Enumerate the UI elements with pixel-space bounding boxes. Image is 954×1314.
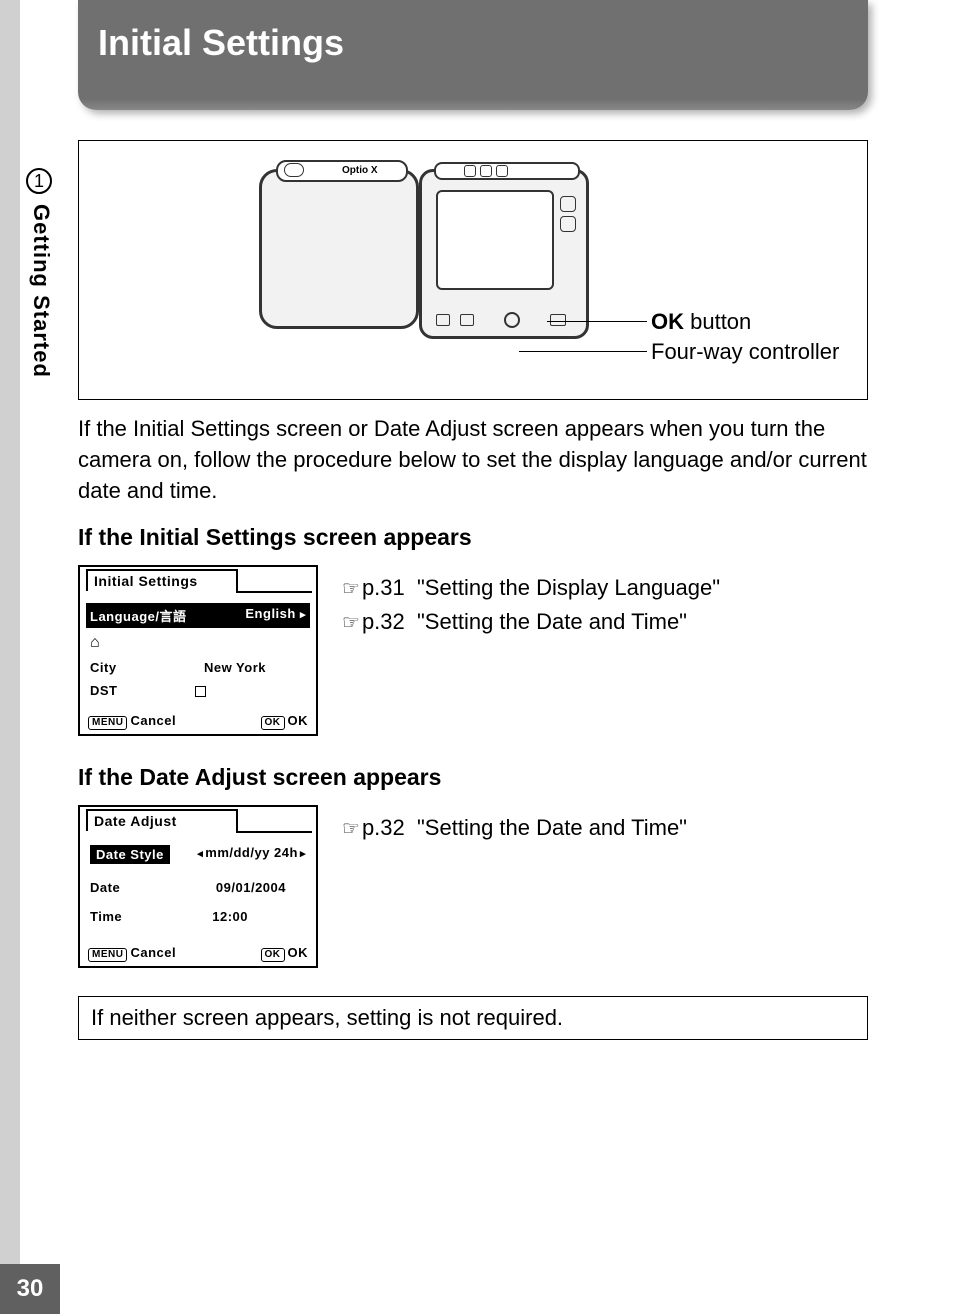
ok-button-icon: OK (261, 948, 285, 962)
initial-settings-refs: p.31 "Setting the Display Language" p.32… (342, 565, 720, 639)
callout-line (519, 351, 647, 352)
callout-line (547, 321, 647, 322)
callout-ok-bold: OK (651, 309, 684, 334)
camera-model-label: Optio X (342, 165, 378, 176)
date-adjust-refs: p.32 "Setting the Date and Time" (342, 805, 687, 845)
callout-ok-button: OK button (651, 309, 751, 335)
lcd-date-label: Date (90, 880, 120, 895)
lcd-time-value: 12:00 (212, 909, 248, 924)
lcd-row-city: City New York (90, 656, 306, 679)
ref-title: "Setting the Date and Time" (417, 609, 687, 634)
lcd-date-style-label: Date Style (90, 845, 170, 864)
lcd-row-time: Time 12:00 (90, 905, 306, 928)
chapter-label: Getting Started (28, 204, 54, 378)
camera-screen-body (419, 169, 589, 339)
ref-title: "Setting the Date and Time" (417, 815, 687, 840)
lcd-date-value: 09/01/2004 (216, 880, 286, 895)
date-adjust-row: Date Adjust Date Style mm/dd/yy 24h Date… (78, 805, 868, 968)
lcd-row-home (90, 630, 306, 656)
ref-page: p.31 (362, 575, 405, 600)
ref-page: p.32 (362, 815, 405, 840)
lcd-footer: MENUCancel OKOK (80, 940, 316, 966)
arrow-right-icon (300, 606, 306, 621)
lcd-row-language: Language/言語 English (86, 603, 310, 628)
pointer-icon (342, 609, 362, 634)
lcd-title: Date Adjust (88, 811, 183, 831)
lcd-cancel-text: Cancel (130, 945, 176, 960)
pointer-icon (342, 575, 362, 600)
camera-illustration: Optio X (259, 169, 589, 349)
checkbox-empty-icon (195, 686, 206, 697)
pointer-icon (342, 815, 362, 840)
lcd-time-label: Time (90, 909, 122, 924)
intro-paragraph: If the Initial Settings screen or Date A… (78, 414, 868, 506)
section-heading-initial: If the Initial Settings screen appears (78, 524, 868, 551)
left-rail (0, 0, 20, 1314)
lcd-footer: MENUCancel OKOK (80, 708, 316, 734)
initial-settings-row: Initial Settings Language/言語 English Cit… (78, 565, 868, 736)
arrow-right-icon (298, 845, 306, 860)
ref-title: "Setting the Display Language" (417, 575, 720, 600)
camera-lens-body: Optio X (259, 169, 419, 329)
ref-page: p.32 (362, 609, 405, 634)
section-heading-date: If the Date Adjust screen appears (78, 764, 868, 791)
lcd-ok-text: OK (288, 713, 309, 728)
camera-diagram: Optio X OK bu (78, 140, 868, 400)
date-adjust-lcd: Date Adjust Date Style mm/dd/yy 24h Date… (78, 805, 318, 968)
lcd-row-dst: DST (90, 679, 306, 702)
callout-fourway: Four-way controller (651, 339, 839, 365)
page-title: Initial Settings (98, 22, 848, 64)
menu-button-icon: MENU (88, 948, 127, 962)
note-box: If neither screen appears, setting is no… (78, 996, 868, 1040)
lcd-row-date: Date 09/01/2004 (90, 876, 306, 899)
lcd-city-label: City (90, 660, 117, 675)
lcd-date-style-value: mm/dd/yy 24h (205, 845, 298, 860)
lcd-city-value: New York (204, 660, 266, 675)
menu-button-icon: MENU (88, 716, 127, 730)
lcd-ok-text: OK (288, 945, 309, 960)
initial-settings-lcd: Initial Settings Language/言語 English Cit… (78, 565, 318, 736)
lcd-dst-label: DST (90, 683, 118, 698)
lcd-language-label: Language/言語 (90, 606, 187, 625)
callout-ok-rest: button (684, 309, 751, 334)
lcd-language-value: English (245, 606, 295, 621)
home-icon (90, 634, 100, 652)
ref-item: p.32 "Setting the Date and Time" (342, 811, 687, 845)
lcd-cancel-text: Cancel (130, 713, 176, 728)
page-header: Initial Settings (78, 0, 868, 110)
lcd-title: Initial Settings (88, 571, 204, 591)
page-content: Optio X OK bu (78, 140, 868, 1040)
ok-button-icon: OK (261, 716, 285, 730)
chapter-number-badge: 1 (26, 168, 52, 194)
lcd-row-date-style: Date Style mm/dd/yy 24h (90, 841, 306, 868)
page-number: 30 (0, 1264, 60, 1314)
ref-item: p.31 "Setting the Display Language" (342, 571, 720, 605)
ref-item: p.32 "Setting the Date and Time" (342, 605, 720, 639)
